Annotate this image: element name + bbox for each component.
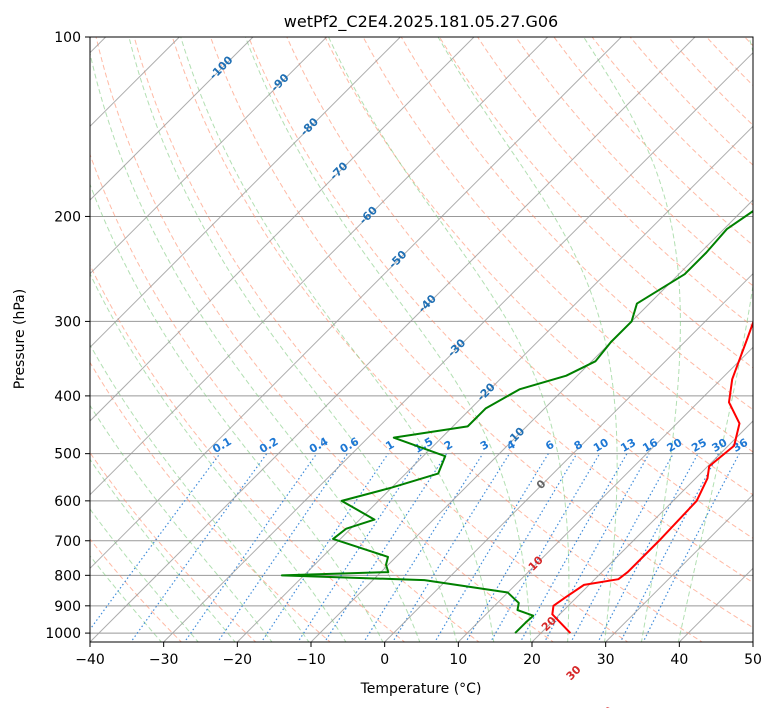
x-tick-label: 20 (523, 652, 541, 668)
moist-adiabat (677, 37, 753, 642)
moist-adiabat (90, 272, 347, 642)
dry-adiabat (477, 37, 753, 328)
y-tick-label: 900 (54, 599, 81, 615)
moist-adiabat (90, 183, 384, 642)
dry-adiabat (90, 451, 257, 642)
mixing-ratio-line (543, 453, 650, 642)
dry-adiabat (362, 37, 753, 453)
moist-adiabat (90, 458, 236, 642)
dry-adiabat (90, 538, 183, 642)
y-tick-label: 100 (54, 30, 81, 46)
mixing-ratio-line (363, 453, 484, 642)
mixing-ratio-line (489, 453, 601, 642)
x-axis: −40 −30 −20 −10 0 10 20 30 40 50 (75, 642, 762, 668)
profile-lines (280, 209, 753, 634)
mixing-ratio-line (297, 453, 423, 642)
y-axis-title: Pressure (hPa) (12, 289, 28, 389)
moist-adiabat (90, 404, 273, 642)
isotherm-gridline (90, 37, 549, 496)
isotherm-gridline (384, 272, 753, 642)
isotherm-gridline (90, 37, 475, 422)
moist-adiabat (90, 51, 421, 642)
isotherm-label: 40 (596, 704, 616, 708)
y-tick-label: 300 (54, 314, 81, 330)
dry-adiabat (90, 264, 406, 642)
x-tick-label: −30 (149, 652, 179, 668)
isotherm-gridline (163, 51, 753, 642)
isotherm-gridline (90, 37, 696, 642)
x-tick-label: 30 (597, 652, 615, 668)
x-tick-label: −40 (75, 652, 105, 668)
x-tick-label: −10 (296, 652, 326, 668)
dry-adiabat (90, 361, 331, 642)
x-tick-label: 0 (380, 652, 389, 668)
y-axis: 100 200 300 400 500 600 700 800 900 1000 (45, 30, 90, 642)
plot-frame (89, 36, 754, 643)
y-tick-label: 800 (54, 568, 81, 584)
moist-adiabat (328, 37, 570, 642)
y-tick-label: 400 (54, 389, 81, 405)
x-tick-label: 10 (449, 652, 467, 668)
y-tick-label: 1000 (45, 626, 81, 642)
chart-title: wetPf2_C2E4.2025.181.05.27.G06 (284, 12, 558, 32)
y-tick-label: 200 (54, 209, 81, 225)
background-lines (90, 37, 753, 642)
x-axis-title: Temperature (°C) (360, 681, 482, 697)
mixing-ratio-line (183, 453, 318, 642)
mixing-ratio-line (619, 453, 720, 642)
mixing-ratio-line (90, 453, 221, 631)
dewpoint-profile-line (280, 209, 753, 634)
temperature-profile-line (551, 319, 753, 634)
moist-adiabat (128, 37, 458, 642)
moist-adiabat (180, 37, 495, 642)
x-tick-label: 50 (744, 652, 762, 668)
dry-adiabat (439, 37, 753, 369)
mixing-ratio-line (570, 453, 674, 642)
isotherm-gridline (90, 37, 328, 275)
mixing-ratio-line (323, 453, 448, 642)
x-tick-label: −20 (223, 652, 253, 668)
y-tick-label: 500 (54, 447, 81, 463)
isotherm-gridline (605, 493, 753, 642)
x-tick-label: 40 (670, 652, 688, 668)
moist-adiabat (583, 37, 681, 642)
dry-adiabat (400, 37, 753, 411)
moist-adiabat (244, 37, 532, 642)
isotherm-gridline (90, 37, 622, 570)
y-tick-label: 700 (54, 534, 81, 550)
mixing-ratio-line (519, 453, 628, 642)
isotherm-gridline (90, 37, 401, 349)
mixing-ratio-line (217, 453, 349, 642)
y-tick-label: 600 (54, 494, 81, 510)
dry-adiabat (171, 37, 704, 642)
dry-adiabat (210, 37, 753, 629)
mixing-ratio-line (642, 453, 740, 642)
isotherm-gridline (457, 346, 753, 642)
isotherm-gridline (531, 420, 753, 642)
mixing-ratio-line (392, 453, 510, 642)
moist-adiabat (437, 37, 618, 642)
dry-adiabat (95, 37, 555, 642)
isotherm-gridline (90, 37, 254, 201)
dry-adiabat (90, 153, 480, 642)
